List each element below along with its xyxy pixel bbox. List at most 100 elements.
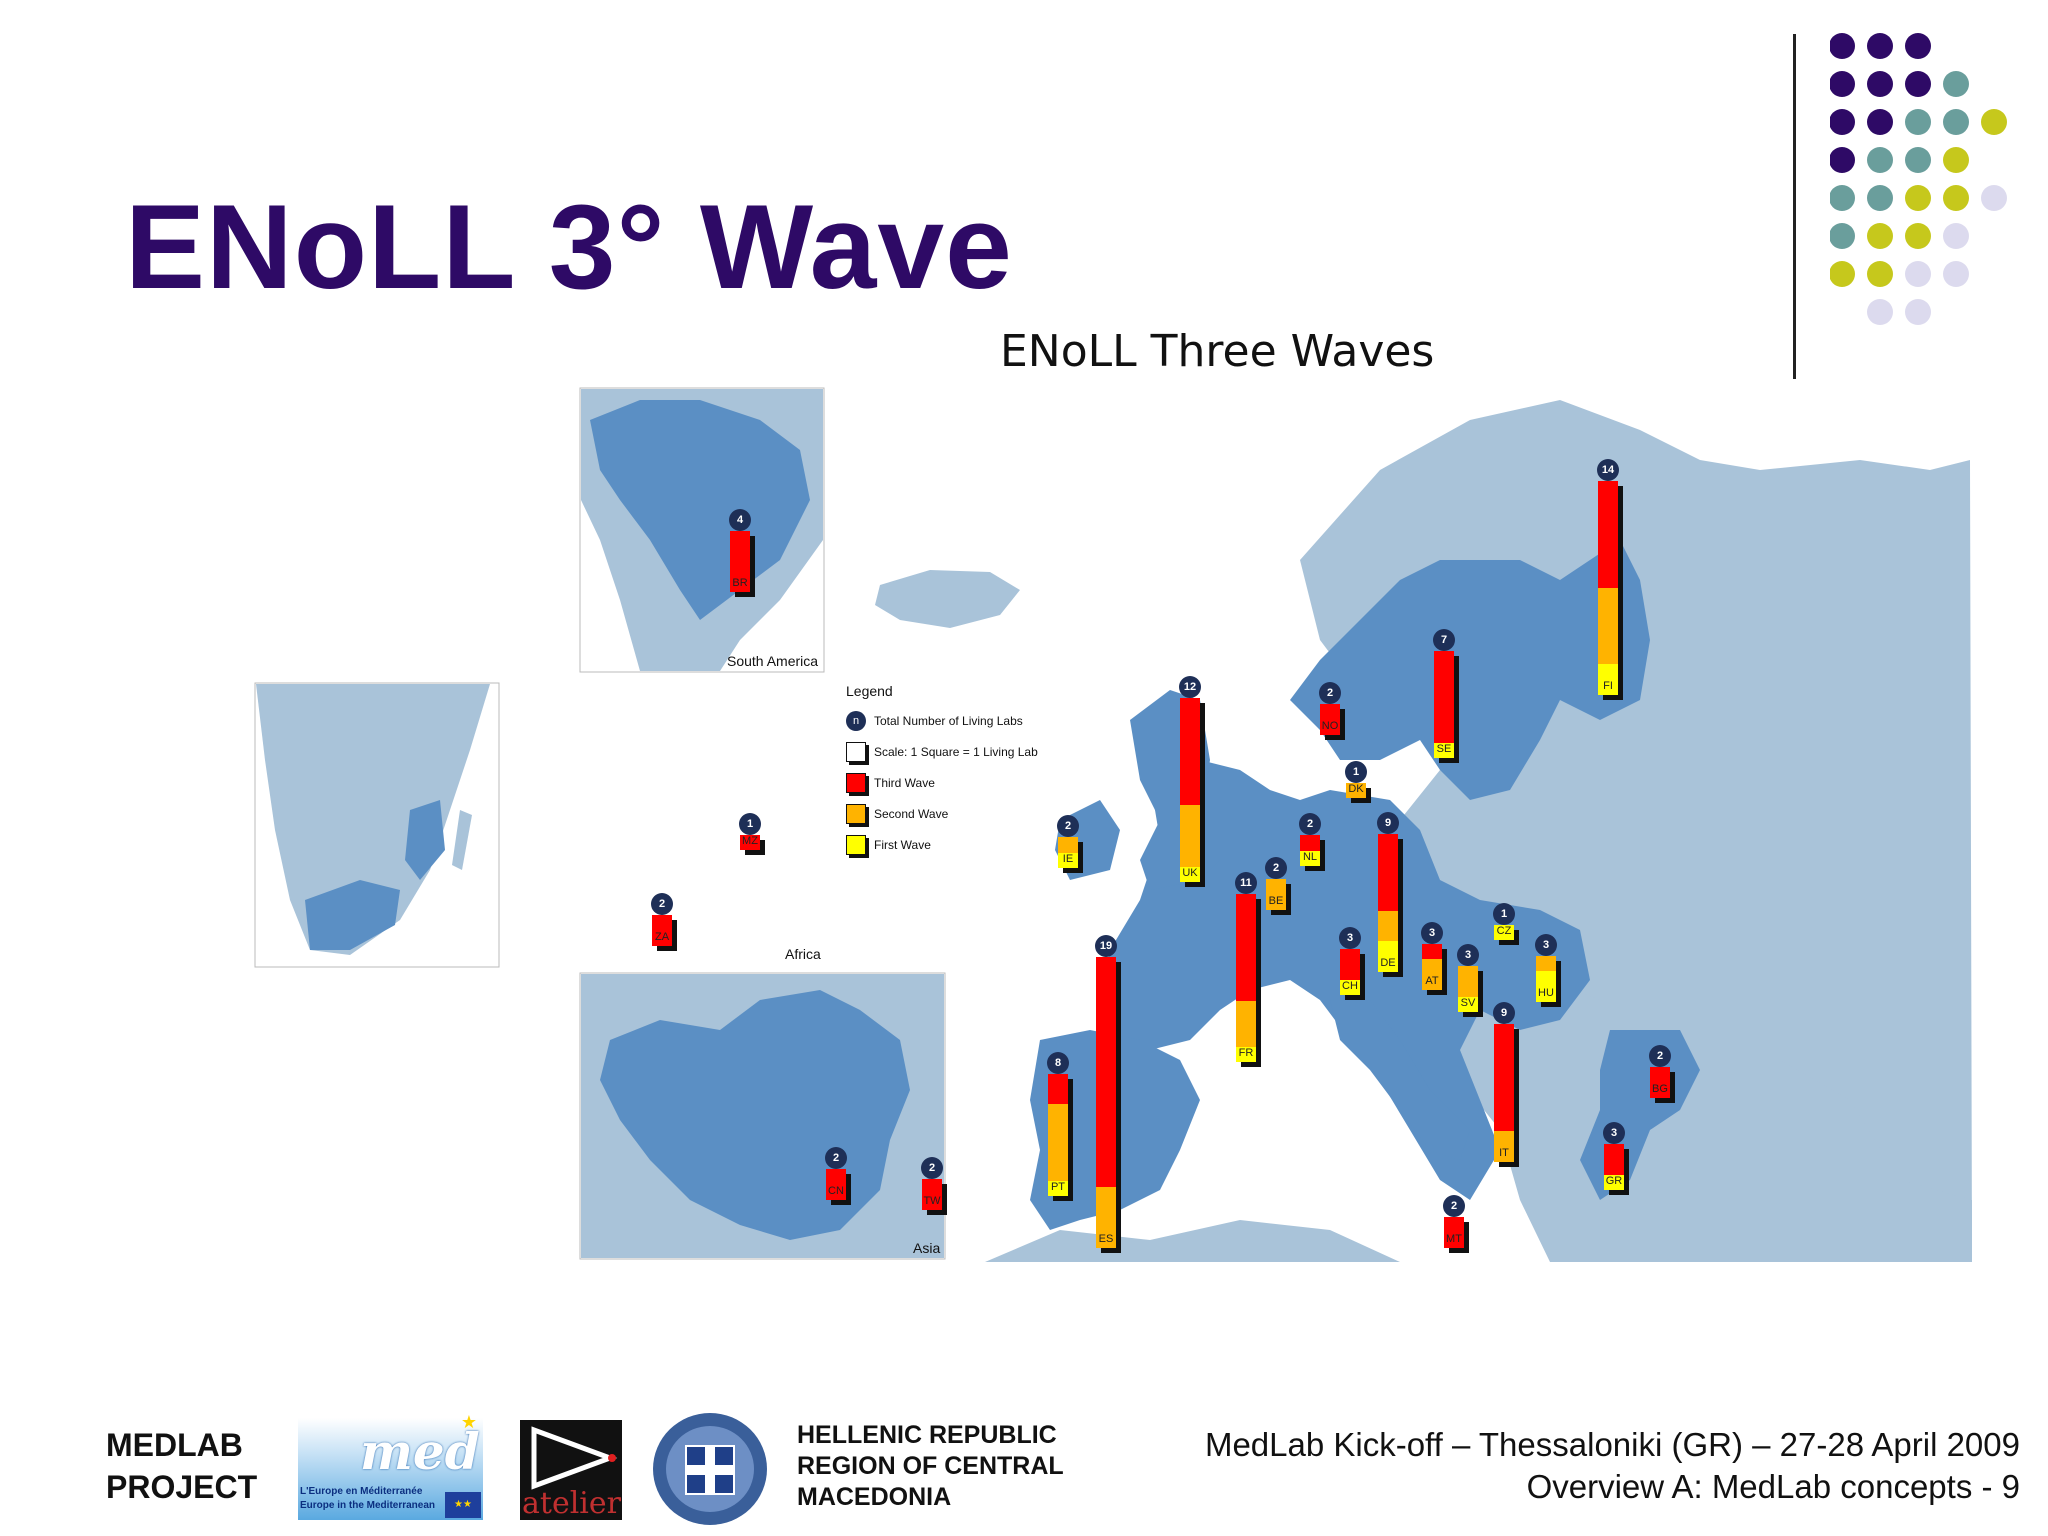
bar-segment-first-wave — [1604, 1174, 1624, 1190]
footer-project: MEDLAB PROJECT — [106, 1424, 257, 1508]
country-code-label: BR — [732, 577, 748, 589]
bar-segment-third-wave — [1604, 1144, 1624, 1175]
country-code-label: PT — [1050, 1181, 1066, 1193]
bar-segment-third-wave — [1096, 957, 1116, 1187]
bar-segment-first-wave — [1378, 941, 1398, 972]
bar-segment-third-wave — [922, 1179, 942, 1210]
title-divider — [1793, 34, 1796, 379]
bar-segment-third-wave — [1320, 704, 1340, 735]
lab-total-badge: 2 — [1265, 857, 1287, 880]
country-code-label: FI — [1603, 680, 1613, 692]
country-code-label: UK — [1182, 867, 1198, 879]
legend-third-label: Third Wave — [874, 775, 935, 790]
north-africa — [985, 1220, 1400, 1262]
decorative-dot — [1905, 71, 1931, 97]
legend-item-third-wave: Third Wave — [846, 767, 1066, 798]
lab-bar-it — [1494, 1024, 1514, 1162]
atelier-triangle-icon — [531, 1426, 618, 1490]
footer-region: HELLENIC REPUBLIC REGION OF CENTRAL MACE… — [797, 1420, 1064, 1513]
decorative-dot — [1830, 147, 1855, 173]
south-africa-shape — [305, 880, 400, 950]
lab-total-badge: 3 — [1339, 927, 1361, 950]
country-code-label: BG — [1652, 1083, 1668, 1095]
lab-total-badge: 12 — [1179, 676, 1201, 699]
lab-bar-tw — [922, 1179, 942, 1210]
legend-item-scale: Scale: 1 Square = 1 Living Lab — [846, 736, 1066, 767]
bar-segment-third-wave — [740, 834, 760, 850]
bar-segment-second-wave — [1058, 837, 1078, 853]
lab-bar-hu — [1536, 956, 1556, 1002]
lab-total-badge: 2 — [1299, 813, 1321, 836]
footer-event: MedLab Kick-off – Thessaloniki (GR) – 27… — [1205, 1424, 2020, 1508]
bar-segment-first-wave — [1494, 924, 1514, 940]
lab-total-badge: 2 — [921, 1157, 943, 1180]
country-code-label: ZA — [654, 931, 670, 943]
med-logo-word: med — [360, 1422, 480, 1481]
lab-total-badge: 1 — [1345, 760, 1367, 783]
lab-bar-fr — [1236, 893, 1256, 1062]
lab-total-badge: 7 — [1433, 628, 1455, 651]
country-code-label: CH — [1342, 980, 1358, 992]
country-code-label: CN — [828, 1185, 844, 1197]
lab-bar-at — [1422, 944, 1442, 990]
legend-first-swatch — [846, 834, 866, 855]
lab-total-badge: 2 — [1649, 1045, 1671, 1068]
country-code-label: DE — [1380, 957, 1396, 969]
footer-project-line1: MEDLAB — [106, 1427, 243, 1463]
bar-segment-second-wave — [1180, 805, 1200, 867]
lab-bar-mt — [1444, 1217, 1464, 1248]
country-code-label: NL — [1302, 851, 1318, 863]
legend-first-label: First Wave — [874, 837, 931, 852]
country-code-label: BE — [1268, 895, 1284, 907]
decorative-dot — [1943, 261, 1969, 287]
lab-total-badge: 4 — [729, 508, 751, 531]
country-code-label: FR — [1238, 1047, 1254, 1059]
bar-segment-third-wave — [1180, 698, 1200, 806]
bar-segment-third-wave — [1378, 834, 1398, 911]
decorative-dot — [1905, 185, 1931, 211]
bar-segment-third-wave — [1434, 650, 1454, 743]
bar-segment-second-wave — [1494, 1131, 1514, 1162]
decorative-dot — [1830, 185, 1855, 211]
decorative-dot — [1830, 33, 1855, 59]
decorative-dot — [1943, 147, 1969, 173]
slide-title: ENoLL 3° Wave — [125, 180, 1013, 314]
bar-segment-second-wave — [1266, 879, 1286, 910]
decorative-dot — [1943, 109, 1969, 135]
decorative-dot — [1830, 71, 1855, 97]
bar-segment-second-wave — [1048, 1104, 1068, 1181]
country-code-label: ES — [1098, 1233, 1114, 1245]
country-code-label: MZ — [742, 835, 758, 847]
balkans-light — [1440, 960, 1972, 1262]
decorative-dot — [1867, 261, 1893, 287]
map-legend: Legend n Total Number of Living Labs Sca… — [846, 683, 1066, 860]
footer-project-line2: PROJECT — [106, 1469, 258, 1505]
bar-segment-first-wave — [1340, 979, 1360, 995]
asia-label: Asia — [913, 1240, 941, 1256]
bar-segment-third-wave — [652, 915, 672, 946]
bar-segment-second-wave — [1346, 782, 1366, 798]
lab-total-badge: 2 — [651, 893, 673, 916]
lab-bar-za — [652, 915, 672, 946]
med-logo-text1: L'Europe en Méditerranée — [300, 1486, 423, 1497]
nordic-members — [1290, 540, 1650, 800]
lab-total-badge: 19 — [1095, 935, 1117, 958]
bar-segment-first-wave — [1300, 850, 1320, 866]
bar-segment-second-wave — [1598, 587, 1618, 665]
lab-bar-se — [1434, 650, 1454, 758]
bar-segment-first-wave — [1458, 996, 1478, 1012]
bar-segment-first-wave — [1236, 1046, 1256, 1062]
lab-total-badge: 11 — [1235, 871, 1257, 894]
lab-bar-be — [1266, 879, 1286, 910]
lab-bar-dk — [1346, 782, 1366, 798]
lab-total-badge: 3 — [1603, 1122, 1625, 1145]
med-logo: med L'Europe en Méditerranée Europe in t… — [298, 1412, 483, 1520]
footer-page-line: Overview A: MedLab concepts - 9 — [1526, 1468, 2020, 1505]
iceland — [875, 570, 1020, 628]
med-logo-text2: Europe in the Mediterranean — [300, 1500, 436, 1511]
lab-total-badge: 9 — [1377, 812, 1399, 835]
country-code-label: IE — [1062, 853, 1074, 865]
lab-bar-gr — [1604, 1144, 1624, 1190]
lab-total-badge: 14 — [1597, 458, 1619, 481]
